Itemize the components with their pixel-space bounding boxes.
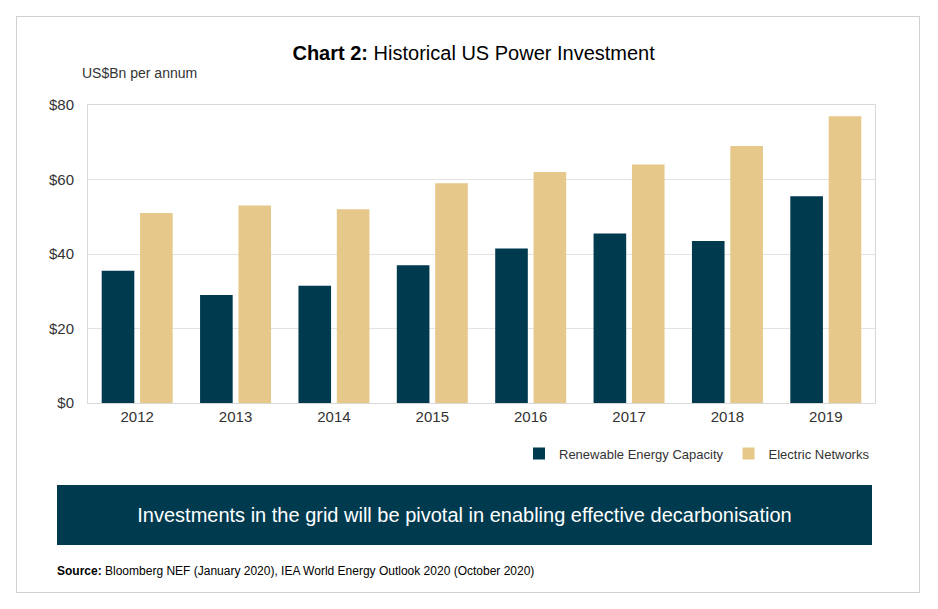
svg-text:Electric Networks: Electric Networks [769,447,870,462]
svg-text:$20: $20 [49,320,74,337]
svg-text:Renewable Energy Capacity: Renewable Energy Capacity [559,447,724,462]
svg-text:2012: 2012 [121,408,154,425]
svg-text:2017: 2017 [612,408,645,425]
svg-text:$60: $60 [49,171,74,188]
svg-text:2019: 2019 [809,408,842,425]
svg-text:US$Bn per annum: US$Bn per annum [82,65,197,81]
svg-text:Chart 2: Historical US Power I: Chart 2: Historical US Power Investment [292,42,655,64]
svg-text:$0: $0 [57,394,74,411]
svg-text:$40: $40 [49,245,74,262]
svg-text:2015: 2015 [416,408,449,425]
svg-text:2013: 2013 [219,408,252,425]
svg-text:2014: 2014 [317,408,350,425]
svg-text:2018: 2018 [711,408,744,425]
svg-text:$80: $80 [49,96,74,113]
html-text:Investments in the grid will b: Investments in the grid will be pivotal … [137,503,792,526]
svg-text:2016: 2016 [514,408,547,425]
html-text:Source: Bloomberg NEF (January: Source: Bloomberg NEF (January 2020), IE… [57,564,535,578]
